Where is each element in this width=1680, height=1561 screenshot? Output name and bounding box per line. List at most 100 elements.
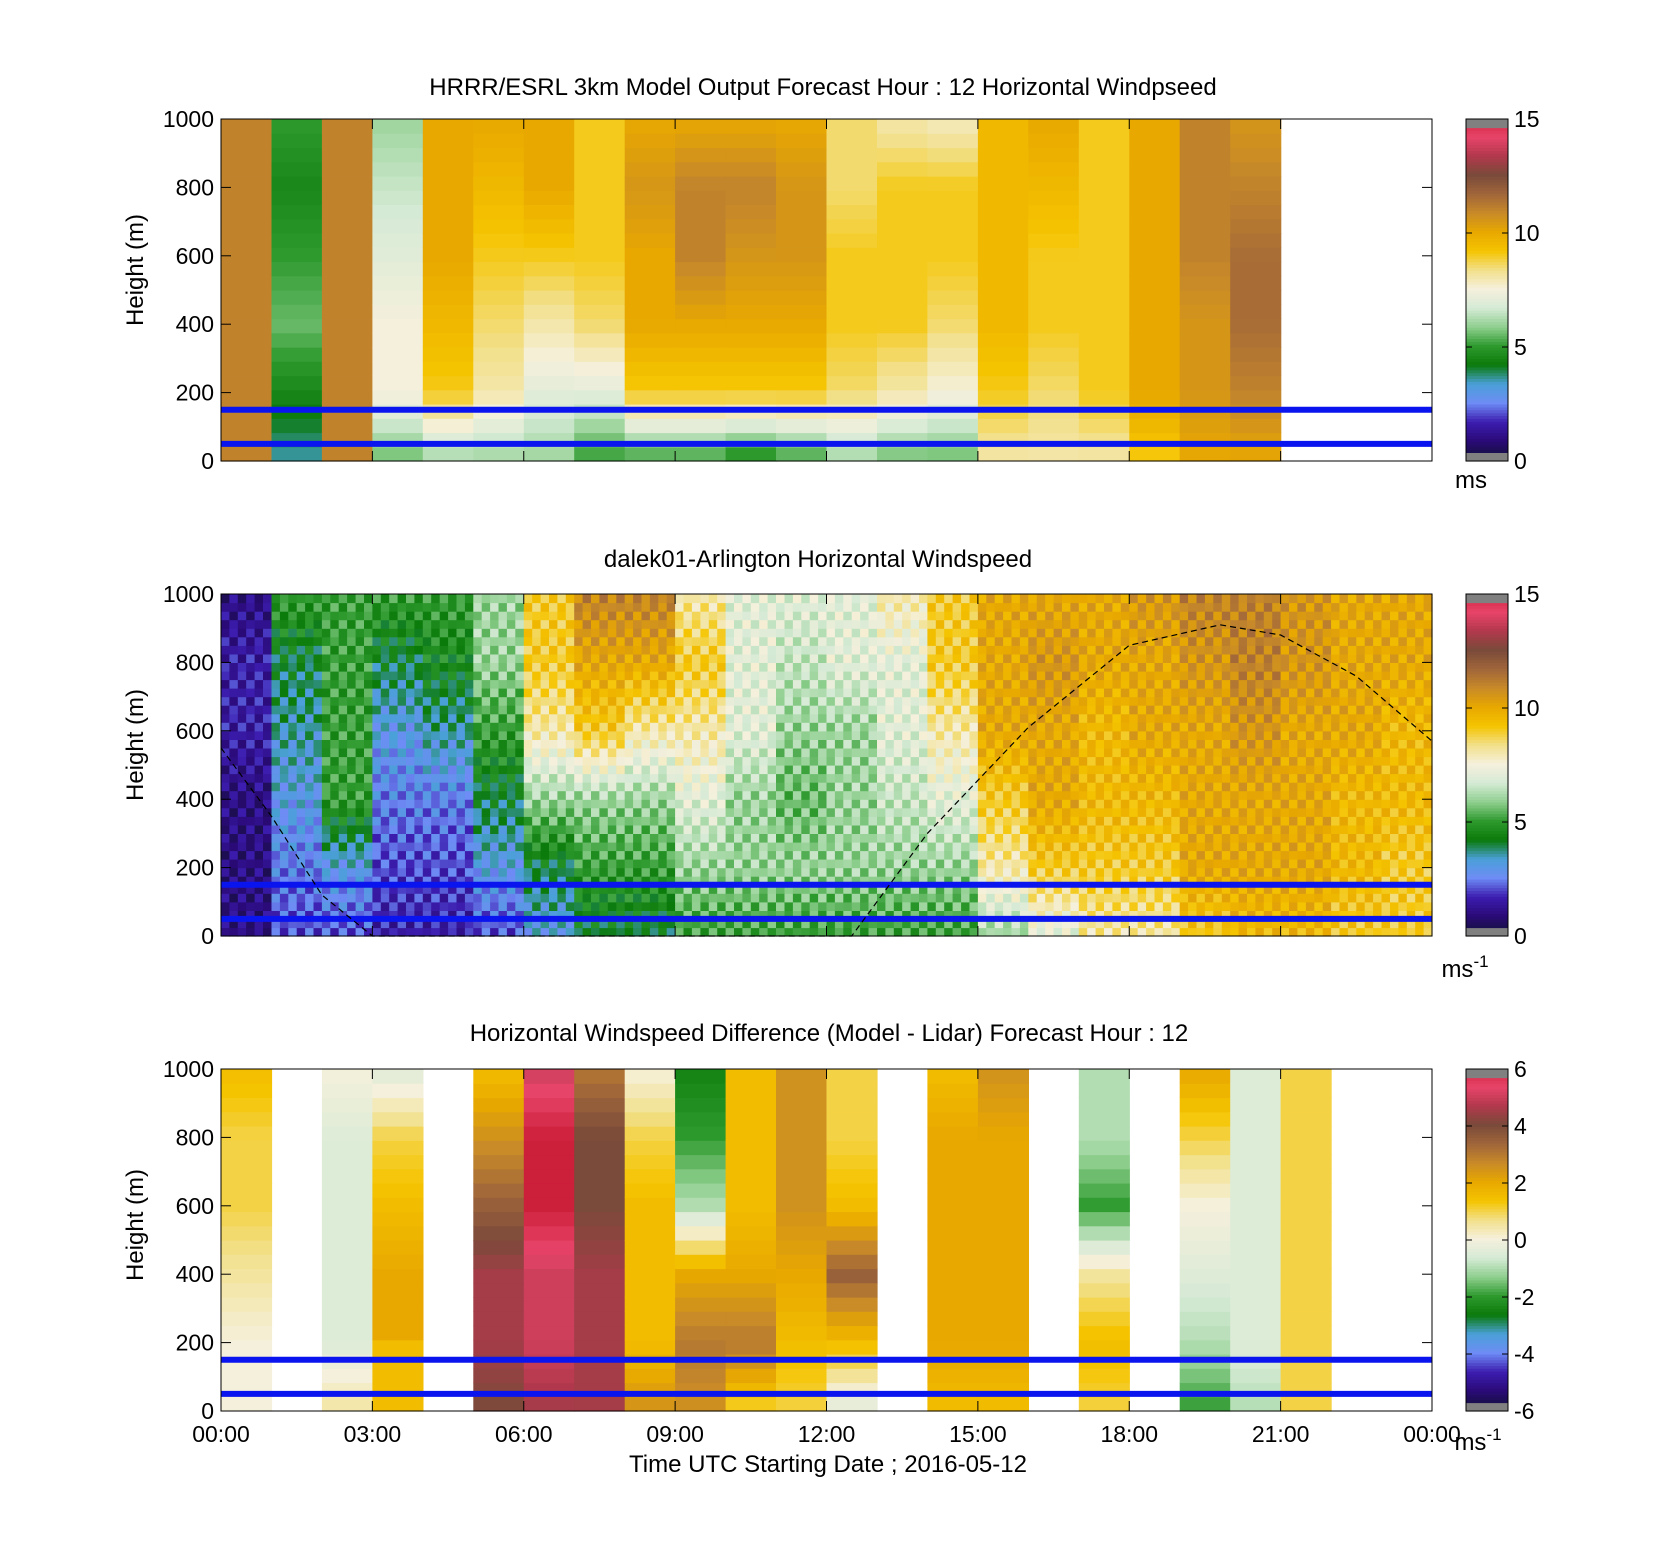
heatmap-cell	[1230, 418, 1282, 434]
heatmap-cell	[406, 859, 415, 869]
heatmap-cell	[1062, 807, 1071, 817]
heatmap-cell	[288, 867, 298, 877]
heatmap-cell	[691, 790, 701, 800]
heatmap-cell	[658, 594, 668, 604]
heatmap-cell	[473, 876, 483, 886]
heatmap-cell	[422, 773, 432, 783]
heatmap-cell	[364, 645, 373, 655]
heatmap-cell	[961, 705, 971, 715]
heatmap-cell	[305, 739, 315, 749]
heatmap-cell	[591, 842, 600, 852]
heatmap-cell	[944, 662, 954, 672]
heatmap-cell	[683, 876, 693, 886]
heatmap-cell	[431, 628, 441, 638]
heatmap-cell	[1070, 739, 1080, 749]
heatmap-cell	[877, 233, 929, 248]
heatmap-cell	[532, 773, 542, 783]
heatmap-cell	[1087, 739, 1097, 749]
heatmap-cell	[372, 645, 382, 655]
heatmap-cell	[1104, 927, 1113, 937]
heatmap-cell	[288, 773, 298, 783]
heatmap-cell	[868, 679, 878, 689]
heatmap-cell	[969, 799, 979, 809]
heatmap-cell	[717, 824, 727, 834]
heatmap-cell	[792, 859, 802, 869]
heatmap-cell	[784, 884, 794, 894]
heatmap-cell	[380, 722, 390, 732]
heatmap-cell	[481, 739, 491, 749]
heatmap-cell	[456, 876, 466, 886]
heatmap-cell	[649, 765, 659, 775]
heatmap-cell	[675, 790, 685, 800]
heatmap-cell	[977, 662, 987, 672]
heatmap-cell	[767, 910, 777, 920]
heatmap-cell	[1078, 628, 1088, 638]
heatmap-cell	[902, 918, 912, 929]
heatmap-cell	[801, 679, 811, 689]
heatmap-cell	[591, 688, 600, 698]
heatmap-cell	[935, 713, 945, 723]
heatmap-cell	[330, 594, 340, 604]
heatmap-cell	[885, 688, 895, 698]
heatmap-cell	[649, 662, 659, 672]
heatmap-cell	[473, 816, 483, 826]
heatmap-cell	[313, 910, 323, 920]
heatmap-cell	[279, 927, 289, 937]
colorbar-swatch	[1466, 432, 1508, 436]
heatmap-cell	[464, 893, 474, 903]
heatmap-cell	[1112, 730, 1122, 740]
heatmap-cell	[532, 662, 542, 672]
heatmap-cell	[1028, 645, 1038, 655]
heatmap-cell	[633, 850, 643, 860]
heatmap-cell	[456, 756, 466, 766]
heatmap-cell	[237, 876, 247, 886]
heatmap-cell	[683, 636, 693, 646]
heatmap-cell	[885, 739, 895, 749]
heatmap-cell	[372, 190, 424, 206]
heatmap-cell	[834, 688, 844, 698]
heatmap-cell	[506, 901, 516, 911]
heatmap-cell	[868, 662, 878, 672]
heatmap-cell	[523, 375, 575, 391]
colorbar-swatch	[1466, 318, 1508, 322]
heatmap-cell	[380, 619, 390, 629]
heatmap-cell	[877, 361, 929, 377]
heatmap-cell	[490, 628, 500, 638]
heatmap-cell	[481, 671, 491, 681]
heatmap-cell	[792, 756, 802, 766]
heatmap-cell	[877, 756, 886, 766]
heatmap-cell	[776, 446, 828, 462]
heatmap-cell	[515, 876, 525, 886]
heatmap-cell	[851, 628, 861, 638]
heatmap-cell	[523, 688, 533, 698]
heatmap-cell	[1078, 867, 1088, 877]
heatmap-cell	[279, 645, 289, 655]
heatmap-cell	[750, 816, 760, 826]
heatmap-cell	[927, 361, 979, 377]
heatmap-cell	[851, 739, 861, 749]
heatmap-cell	[843, 867, 853, 877]
heatmap-cell	[826, 679, 836, 689]
heatmap-cell	[977, 756, 987, 766]
heatmap-cell	[885, 705, 895, 715]
heatmap-cell	[1028, 876, 1038, 886]
heatmap-cell	[977, 233, 1029, 248]
heatmap-cell	[1019, 645, 1029, 655]
heatmap-cell	[725, 833, 735, 843]
heatmap-cell	[725, 824, 735, 834]
heatmap-cell	[237, 594, 247, 604]
heatmap-cell	[801, 594, 811, 604]
heatmap-cell	[464, 807, 474, 817]
heatmap-cell	[834, 722, 844, 732]
heatmap-cell	[902, 910, 912, 920]
heatmap-cell	[506, 713, 516, 723]
heatmap-cell	[767, 842, 777, 852]
heatmap-cell	[540, 876, 550, 886]
heatmap-cell	[523, 747, 533, 758]
heatmap-cell	[927, 645, 937, 655]
heatmap-cell	[944, 628, 954, 638]
heatmap-cell	[523, 161, 575, 177]
heatmap-cell	[725, 747, 735, 758]
heatmap-cell	[523, 910, 533, 920]
heatmap-cell	[658, 722, 668, 732]
